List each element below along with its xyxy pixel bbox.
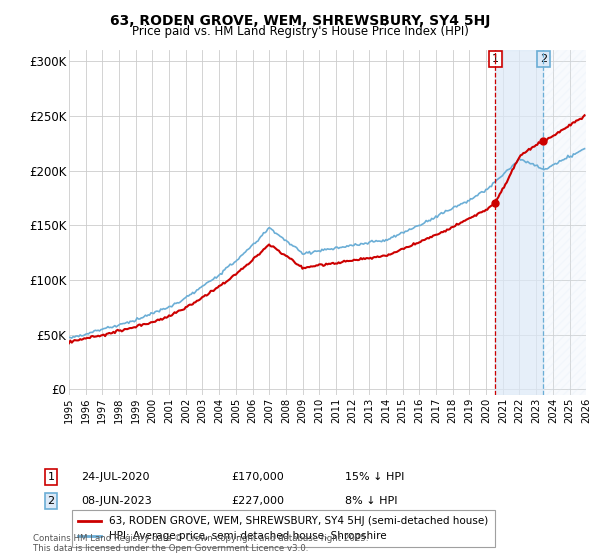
Text: 24-JUL-2020: 24-JUL-2020 [81, 472, 149, 482]
Bar [495, 50, 544, 395]
Text: Price paid vs. HM Land Registry's House Price Index (HPI): Price paid vs. HM Land Registry's House … [131, 25, 469, 38]
Text: 2: 2 [47, 496, 55, 506]
Bar [544, 50, 586, 395]
Text: 15% ↓ HPI: 15% ↓ HPI [345, 472, 404, 482]
Text: Contains HM Land Registry data © Crown copyright and database right 2025.
This d: Contains HM Land Registry data © Crown c… [33, 534, 368, 553]
Text: 1: 1 [492, 54, 499, 64]
Text: £227,000: £227,000 [231, 496, 284, 506]
Text: 2: 2 [540, 54, 547, 64]
Text: 1: 1 [47, 472, 55, 482]
Text: 08-JUN-2023: 08-JUN-2023 [81, 496, 152, 506]
Text: £170,000: £170,000 [231, 472, 284, 482]
Legend: 63, RODEN GROVE, WEM, SHREWSBURY, SY4 5HJ (semi-detached house), HPI: Average pr: 63, RODEN GROVE, WEM, SHREWSBURY, SY4 5H… [71, 510, 494, 548]
Text: 8% ↓ HPI: 8% ↓ HPI [345, 496, 398, 506]
Text: 63, RODEN GROVE, WEM, SHREWSBURY, SY4 5HJ: 63, RODEN GROVE, WEM, SHREWSBURY, SY4 5H… [110, 14, 490, 28]
